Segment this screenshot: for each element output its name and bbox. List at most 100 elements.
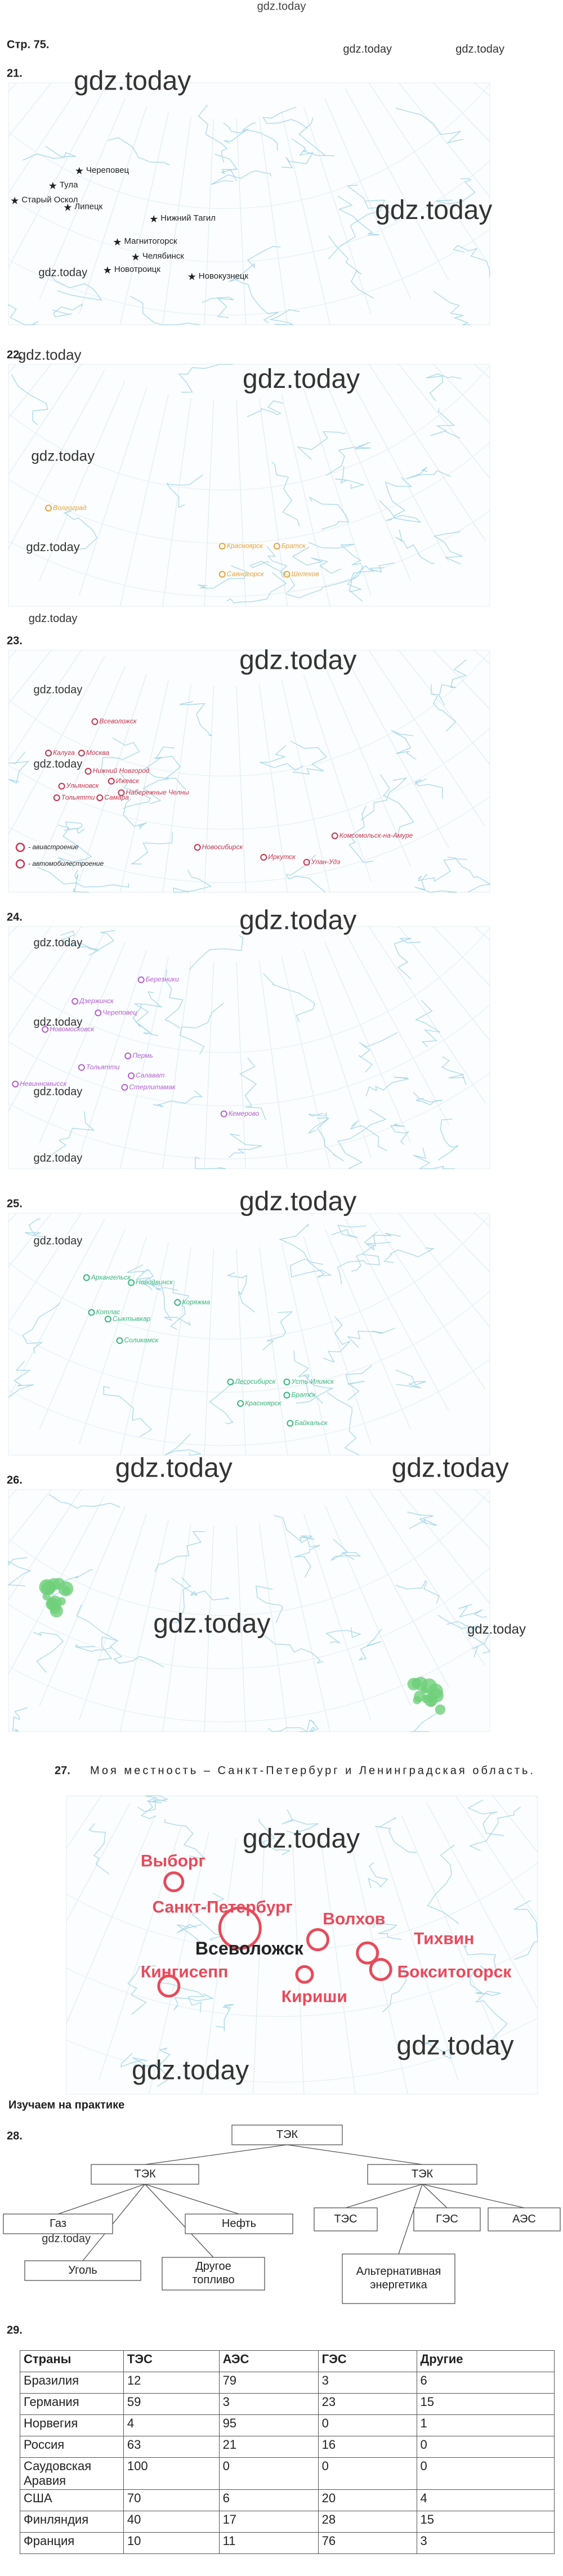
river xyxy=(109,1640,164,1667)
city-marker: ★ xyxy=(75,166,84,177)
meridian xyxy=(204,686,214,892)
river xyxy=(433,290,471,325)
river xyxy=(383,1247,435,1263)
table-row: Россия 63 21 16 0 xyxy=(20,2436,555,2458)
river xyxy=(63,510,97,551)
river xyxy=(337,1254,381,1285)
table-cell: 0 xyxy=(318,2414,417,2436)
river xyxy=(437,1615,491,1654)
meridian xyxy=(8,1490,52,1544)
meridian xyxy=(0,1711,25,1869)
river xyxy=(418,858,467,882)
river xyxy=(166,475,203,508)
river xyxy=(407,1511,437,1530)
table-cell: 6 xyxy=(416,2372,555,2394)
city-marker xyxy=(53,794,60,802)
diagram-label: Газ xyxy=(50,2217,66,2230)
meridian xyxy=(39,1505,126,1706)
city-label: Саяногорск xyxy=(227,570,265,578)
river xyxy=(405,467,451,480)
meridian xyxy=(8,370,105,550)
diagram-box xyxy=(488,2207,561,2231)
river xyxy=(260,745,303,771)
river xyxy=(226,572,287,603)
river xyxy=(73,869,90,893)
task-number: 26. xyxy=(7,1474,23,1486)
city-marker xyxy=(157,1974,181,1998)
table-row: Бразилия 12 79 3 6 xyxy=(20,2372,555,2394)
watermark: gdz.today xyxy=(239,1187,356,1217)
city-label: Коряжма xyxy=(182,1298,210,1306)
river xyxy=(345,1365,373,1401)
parallel xyxy=(8,160,490,262)
river xyxy=(274,1515,315,1544)
diagram-box xyxy=(3,2213,113,2234)
city-label: Тула xyxy=(60,180,78,190)
river xyxy=(375,1817,417,1853)
meridian xyxy=(162,960,191,1169)
city-label: Шелехов xyxy=(291,570,319,578)
meridian xyxy=(201,1837,237,2094)
city-label: Волхов xyxy=(323,1909,385,1928)
river xyxy=(513,1900,538,1960)
meridian xyxy=(375,1825,459,2081)
city-label: Нижний Новгород xyxy=(93,767,150,775)
diagram-box xyxy=(367,2164,477,2185)
parallel xyxy=(8,651,490,776)
city-marker xyxy=(273,543,280,550)
parallel xyxy=(8,1490,490,1616)
forest-area xyxy=(53,1577,65,1590)
city-marker xyxy=(306,1928,329,1952)
city-marker xyxy=(96,794,104,802)
city-label: Комсомольск-на-Амуре xyxy=(339,831,413,839)
city-marker xyxy=(95,1009,102,1017)
city-marker xyxy=(88,1309,95,1316)
river xyxy=(216,2004,234,2032)
river xyxy=(437,1119,459,1161)
river xyxy=(434,531,463,565)
table-cell: 59 xyxy=(123,2393,220,2415)
city-label: Москва xyxy=(86,749,109,757)
meridian xyxy=(258,1247,288,1455)
river xyxy=(347,562,395,593)
diagram-box xyxy=(413,2207,481,2231)
table-cell: 3 xyxy=(218,2393,319,2415)
meridian xyxy=(281,956,330,1169)
watermark: gdz.today xyxy=(239,905,356,935)
river xyxy=(379,500,422,523)
river xyxy=(330,1539,361,1561)
table-row: Германия 59 3 23 15 xyxy=(20,2393,555,2415)
city-marker xyxy=(194,844,201,851)
city-marker xyxy=(283,571,291,578)
river xyxy=(317,1117,344,1161)
legend-marker xyxy=(15,859,25,869)
table-cell: АЭС xyxy=(218,2350,319,2372)
meridian xyxy=(66,1803,131,1922)
table-cell: 0 xyxy=(318,2457,417,2490)
meridian xyxy=(433,364,490,424)
city-label: Новотроицк xyxy=(114,265,161,274)
city-marker xyxy=(104,1316,111,1323)
river xyxy=(426,373,462,401)
river xyxy=(179,701,213,736)
city-label: Челябинск xyxy=(142,252,184,261)
river xyxy=(262,106,308,129)
city-label: Салават xyxy=(136,1071,164,1079)
parallel xyxy=(66,1862,538,1951)
city-label: Архангельск xyxy=(91,1273,132,1281)
watermark: gdz.today xyxy=(34,1086,83,1098)
river xyxy=(258,1818,291,1855)
river xyxy=(292,547,342,574)
meridian xyxy=(162,398,191,606)
river xyxy=(211,170,271,185)
watermark: gdz.today xyxy=(396,2031,513,2060)
city-label: Братск xyxy=(282,542,306,549)
task-number: 23. xyxy=(7,634,23,647)
city-marker xyxy=(356,1941,379,1965)
meridian xyxy=(8,656,105,836)
city-marker xyxy=(283,1378,291,1385)
forest-area xyxy=(421,1687,428,1694)
forest-area xyxy=(428,1700,435,1707)
river xyxy=(108,137,170,166)
river xyxy=(365,1076,409,1097)
